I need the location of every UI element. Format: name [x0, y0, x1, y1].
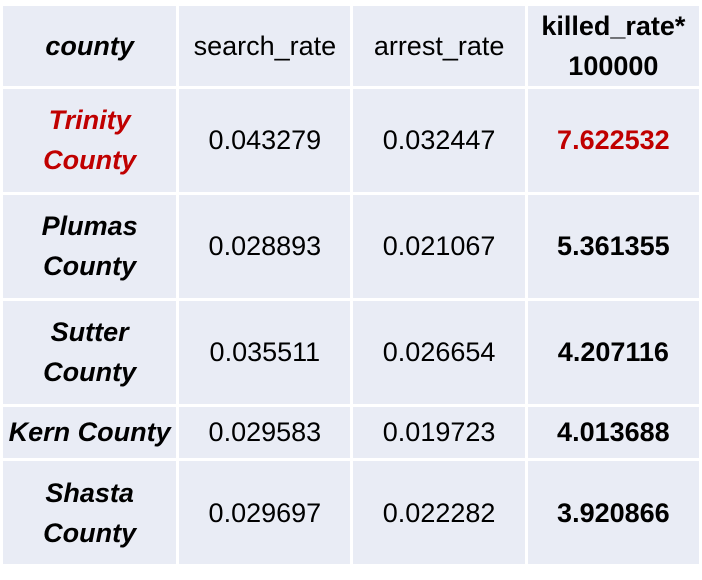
table-row: Sutter County 0.035511 0.026654 4.207116 — [3, 300, 699, 404]
table-row: Trinity County 0.043279 0.032447 7.62253… — [3, 89, 699, 192]
county-cell: Shasta County — [3, 461, 177, 564]
search-rate-cell: 0.029697 — [179, 461, 351, 564]
killed-rate-cell: 4.207116 — [527, 300, 699, 404]
county-name-line2: County — [43, 517, 137, 548]
county-name-line1: Trinity — [48, 105, 131, 136]
killed-rate-cell: 4.013688 — [527, 406, 699, 459]
arrest-rate-cell: 0.019723 — [353, 406, 525, 459]
header-county: county — [3, 6, 177, 86]
county-name-line2: County — [43, 251, 137, 282]
search-rate-cell: 0.043279 — [179, 89, 351, 192]
killed-rate-cell: 7.622532 — [527, 89, 699, 192]
county-name-line1: Plumas — [41, 211, 138, 242]
table-row: Plumas County 0.028893 0.021067 5.361355 — [3, 194, 699, 298]
header-arrest-rate: arrest_rate — [353, 6, 525, 86]
search-rate-cell: 0.028893 — [179, 194, 351, 298]
county-name-line2: County — [43, 145, 137, 176]
arrest-rate-cell: 0.026654 — [353, 300, 525, 404]
search-rate-cell: 0.035511 — [179, 300, 351, 404]
header-killed-rate: killed_rate* 100000 — [527, 6, 699, 86]
arrest-rate-cell: 0.021067 — [353, 194, 525, 298]
county-cell: Trinity County — [3, 89, 177, 192]
header-killed-rate-line2: 100000 — [568, 51, 659, 81]
table-header-row: county search_rate arrest_rate killed_ra… — [3, 6, 699, 86]
arrest-rate-cell: 0.032447 — [353, 89, 525, 192]
data-table-container: county search_rate arrest_rate killed_ra… — [0, 3, 702, 567]
killed-rate-cell: 5.361355 — [527, 194, 699, 298]
table-row: Shasta County 0.029697 0.022282 3.920866 — [3, 461, 699, 564]
county-cell: Sutter County — [3, 300, 177, 404]
county-rates-table: county search_rate arrest_rate killed_ra… — [0, 3, 702, 567]
search-rate-cell: 0.029583 — [179, 406, 351, 459]
table-row: Kern County 0.029583 0.019723 4.013688 — [3, 406, 699, 459]
header-search-rate: search_rate — [179, 6, 351, 86]
county-cell: Kern County — [3, 406, 177, 459]
county-cell: Plumas County — [3, 194, 177, 298]
county-name-line1: Shasta — [45, 477, 134, 508]
killed-rate-cell: 3.920866 — [527, 461, 699, 564]
county-name-line1: Sutter — [50, 317, 129, 348]
header-killed-rate-line1: killed_rate* — [541, 11, 686, 41]
arrest-rate-cell: 0.022282 — [353, 461, 525, 564]
county-name-line1: Kern County — [8, 417, 171, 448]
county-name-line2: County — [43, 357, 137, 388]
